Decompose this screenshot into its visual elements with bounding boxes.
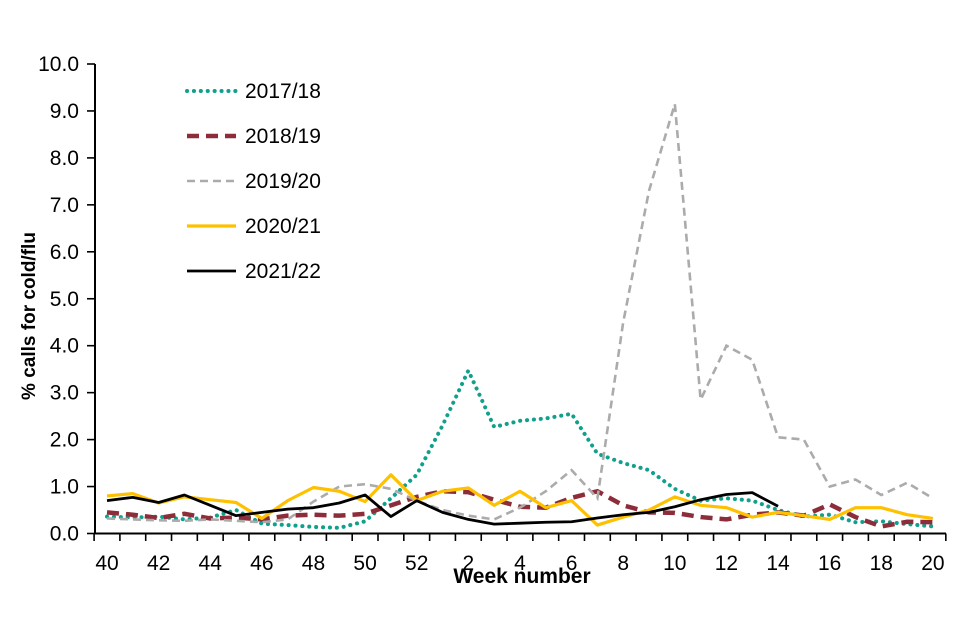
y-axis-title: % calls for cold/flu xyxy=(19,232,40,400)
y-axis-tick-label: 8.0 xyxy=(50,147,79,170)
y-axis-tick-label: 2.0 xyxy=(50,429,79,452)
x-axis-tick-label: 6 xyxy=(566,552,578,575)
series-line-2019-20 xyxy=(106,103,934,524)
x-axis-tick-label: 18 xyxy=(870,552,893,575)
x-axis-tick-label: 4 xyxy=(514,552,526,575)
x-axis-tick-label: 42 xyxy=(147,552,170,575)
series-line-2021-22 xyxy=(106,491,779,526)
x-axis-tick-label: 20 xyxy=(921,552,944,575)
y-axis-tick-label: 7.0 xyxy=(50,194,79,217)
legend-label-2020-21: 2020/21 xyxy=(245,215,321,238)
y-axis-tick-label: 6.0 xyxy=(50,241,79,264)
x-axis-title: Week number xyxy=(453,565,591,588)
x-axis-tick-label: 52 xyxy=(405,552,428,575)
series-line-2020-21 xyxy=(106,473,934,527)
x-axis-tick-label: 40 xyxy=(95,552,118,575)
x-axis-tick-label: 44 xyxy=(199,552,223,575)
y-axis-tick-label: 4.0 xyxy=(50,335,79,358)
x-axis-tick-label: 12 xyxy=(715,552,738,575)
legend-label-2018-19: 2018/19 xyxy=(245,125,321,148)
x-axis-tick-label: 16 xyxy=(818,552,841,575)
y-axis-tick-label: 3.0 xyxy=(50,382,79,405)
x-axis-tick-label: 8 xyxy=(617,552,629,575)
x-axis-tick-label: 46 xyxy=(250,552,273,575)
y-axis-tick-label: 0.0 xyxy=(50,523,79,546)
x-axis-tick-label: 10 xyxy=(663,552,686,575)
y-axis-tick-label: 9.0 xyxy=(50,100,79,123)
x-axis-tick-label: 48 xyxy=(302,552,325,575)
legend-label-2017-18: 2017/18 xyxy=(245,80,321,103)
x-axis-tick-label: 50 xyxy=(353,552,376,575)
legend-label-2019-20: 2019/20 xyxy=(245,170,321,193)
series-line-2017-18 xyxy=(105,365,935,530)
y-axis-tick-label: 10.0 xyxy=(38,53,79,76)
x-axis-tick-label: 14 xyxy=(766,552,790,575)
x-axis-tick-label: 2 xyxy=(462,552,474,575)
y-axis-tick-label: 1.0 xyxy=(50,476,79,499)
legend-label-2021-22: 2021/22 xyxy=(245,260,321,283)
y-axis-tick-label: 5.0 xyxy=(50,288,79,311)
